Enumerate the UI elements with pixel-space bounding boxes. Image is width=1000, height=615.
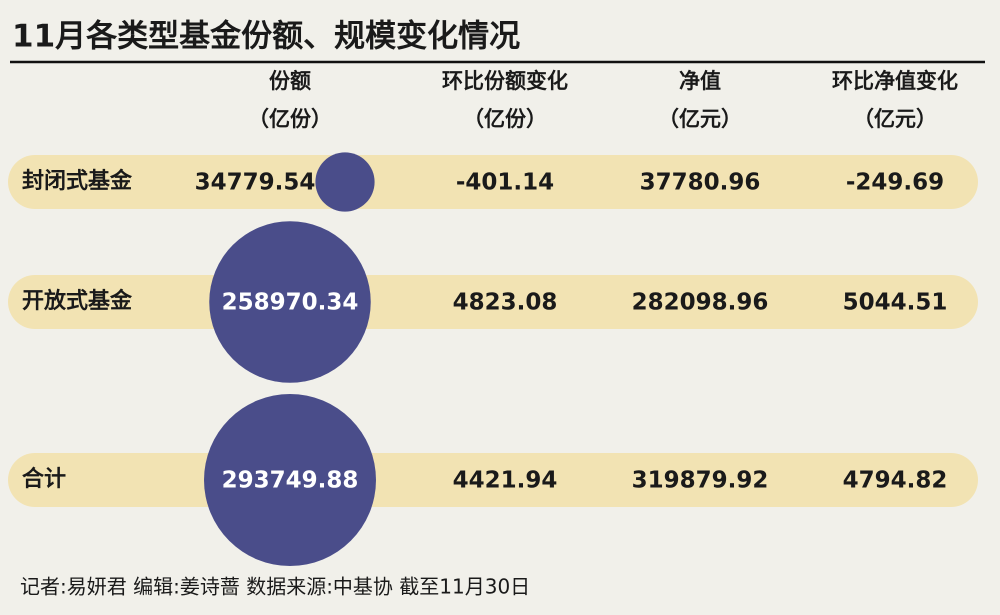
cell-value: 282098.96	[632, 290, 769, 316]
cell-value: 4421.94	[453, 468, 558, 494]
column-header: 净值	[679, 69, 721, 93]
column-header: 份额	[269, 69, 311, 93]
cell-value: -249.69	[846, 170, 944, 196]
bubble	[315, 152, 375, 212]
cell-value: 34779.54	[195, 170, 316, 196]
column-header: 环比份额变化	[442, 69, 568, 93]
bubble	[204, 394, 376, 566]
cell-value: 4823.08	[453, 290, 558, 316]
cell-value: -401.14	[456, 170, 554, 196]
column-unit: （亿元）	[658, 107, 742, 131]
column-unit: （亿份）	[463, 107, 547, 131]
footer: 记者:易妍君 编辑:姜诗蔷 数据来源:中基协 截至11月30日	[20, 575, 530, 599]
column-unit: （亿份）	[248, 107, 332, 131]
column-header: 环比净值变化	[832, 69, 958, 93]
cell-value: 319879.92	[632, 468, 769, 494]
row-band	[8, 155, 978, 209]
cell-value: 4794.82	[843, 468, 948, 494]
row-label: 开放式基金	[22, 288, 133, 314]
row-label: 封闭式基金	[22, 168, 133, 194]
bubble	[209, 221, 371, 383]
cell-value: 5044.51	[843, 290, 948, 316]
cell-value: 37780.96	[640, 170, 761, 196]
cell-value: 293749.88	[222, 468, 359, 494]
row-label: 合计	[22, 466, 66, 492]
title: 11月各类型基金份额、规模变化情况	[12, 19, 520, 55]
column-unit: （亿元）	[853, 107, 937, 131]
cell-value: 258970.34	[222, 290, 359, 316]
